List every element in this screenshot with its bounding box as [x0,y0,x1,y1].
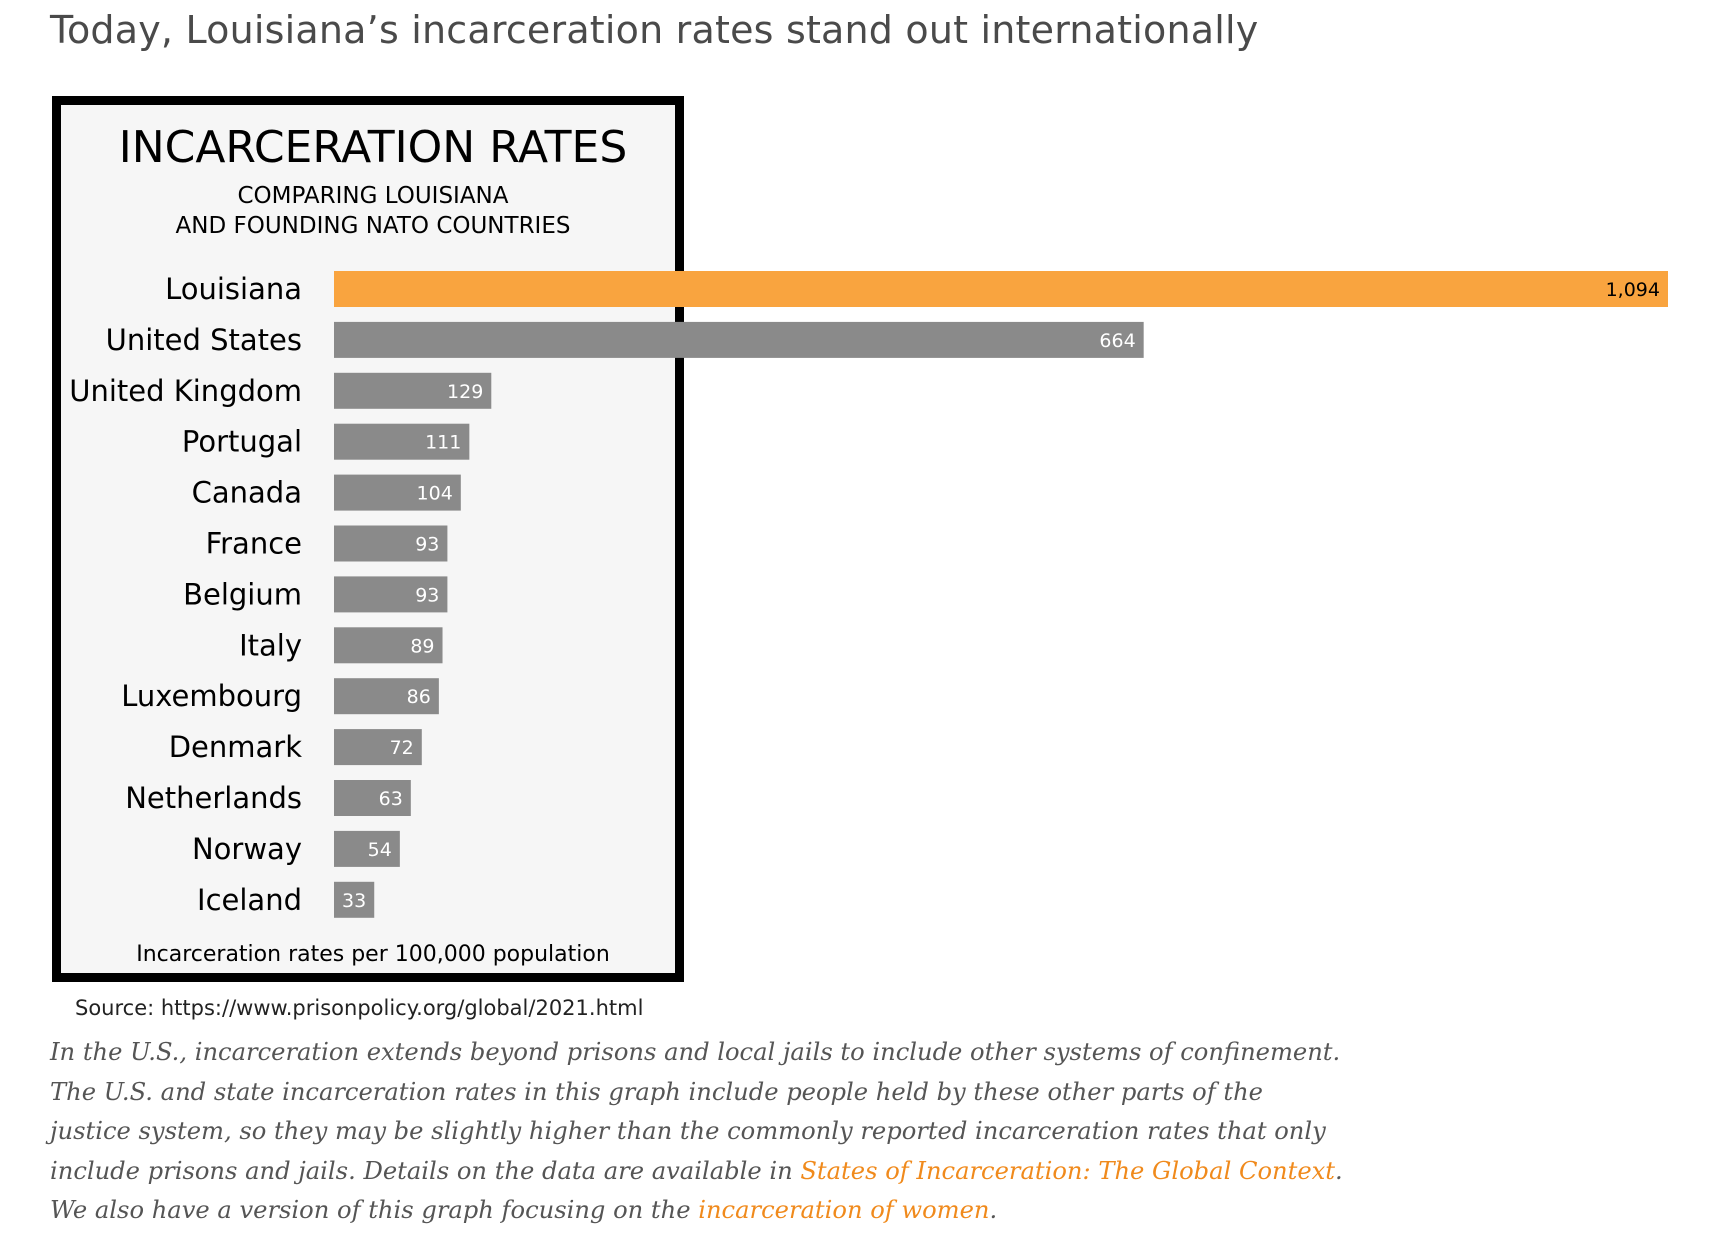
chart-subtitle-line-1: COMPARING LOUISIANA [237,183,508,209]
value-label-united-states: 664 [1099,330,1135,352]
bars-layer: Louisiana 1,094 United States 664 United Kin… [69,271,1668,918]
note-text-2: . We also have a version of this graph f… [50,1156,1343,1225]
category-label-louisiana: Louisiana [165,272,302,306]
category-label-belgium: Belgium [183,577,302,611]
category-label-norway: Norway [192,832,302,866]
value-label-france: 93 [415,534,439,556]
bar-united-states [334,321,1144,358]
value-label-united-kingdom: 129 [447,381,483,403]
value-label-italy: 89 [410,635,434,657]
value-label-luxembourg: 86 [407,686,431,708]
bar-belgium [334,576,448,613]
bar-italy [334,627,443,664]
note-text-3: . [989,1196,998,1224]
bar-luxembourg [334,678,439,715]
value-label-norway: 54 [368,839,392,861]
value-label-netherlands: 63 [379,788,403,810]
value-label-iceland: 33 [342,890,366,912]
bar-louisiana [334,271,1668,307]
category-label-france: France [206,527,302,561]
x-axis-label: Incarceration rates per 100,000 populati… [136,942,610,967]
category-label-united-states: United States [106,323,302,357]
value-label-canada: 104 [417,483,453,505]
value-label-louisiana: 1,094 [1606,279,1660,301]
source-line: Source: https://www.prisonpolicy.org/glo… [75,996,644,1020]
bar-netherlands [334,780,411,816]
category-label-netherlands: Netherlands [125,781,302,815]
women-incarceration-link[interactable]: incarceration of women [698,1196,990,1224]
chart-title: INCARCERATION RATES [119,122,628,173]
bar-portugal [334,423,470,460]
category-label-portugal: Portugal [182,425,302,459]
category-label-denmark: Denmark [169,730,302,764]
chart-subtitle-line-2: AND FOUNDING NATO COUNTRIES [176,213,571,239]
value-label-denmark: 72 [390,737,414,759]
global-context-link[interactable]: States of Incarceration: The Global Cont… [800,1156,1336,1185]
bar-norway [334,830,400,867]
category-label-iceland: Iceland [197,883,302,917]
bar-iceland [334,881,375,918]
category-label-luxembourg: Luxembourg [121,679,302,713]
bar-france [334,525,448,562]
value-label-portugal: 111 [425,432,461,454]
category-label-united-kingdom: United Kingdom [69,374,302,408]
note-text-1: In the U.S., incarceration extends beyon… [50,1038,1341,1185]
category-label-canada: Canada [192,476,302,510]
bar-united-kingdom [334,372,492,409]
explanatory-note: In the U.S., incarceration extends beyon… [50,1033,1350,1231]
page-heading: Today, Louisiana’s incarceration rates s… [50,8,1259,52]
bar-canada [334,474,461,511]
bar-denmark [334,729,422,766]
category-label-italy: Italy [239,628,302,662]
value-label-belgium: 93 [415,584,439,606]
